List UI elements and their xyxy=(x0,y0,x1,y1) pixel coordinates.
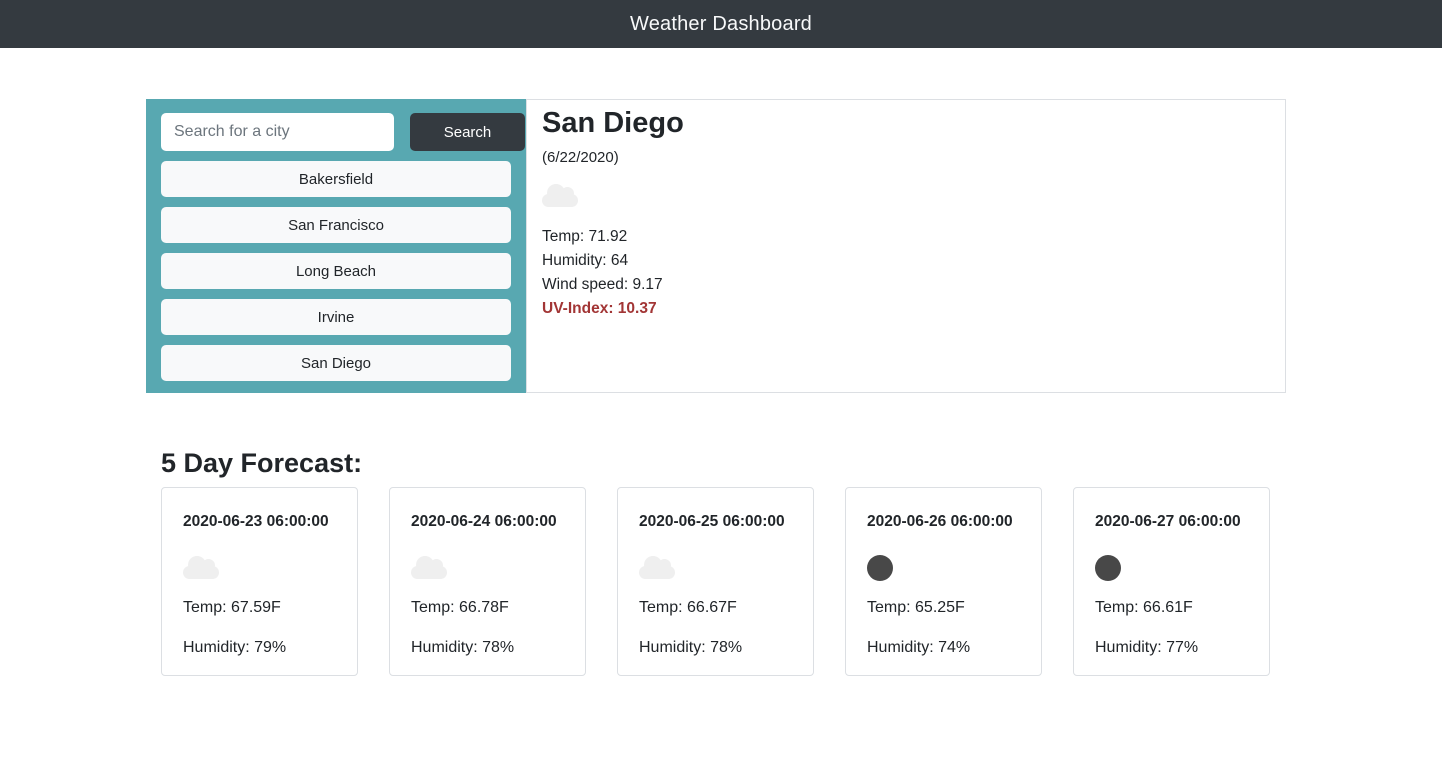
city-button-san-francisco[interactable]: San Francisco xyxy=(161,207,511,243)
forecast-temp: Temp: 66.61F xyxy=(1095,599,1193,616)
app-title: Weather Dashboard xyxy=(629,12,813,35)
forecast-icon-wrap xyxy=(639,555,803,581)
main-container: Search Bakersfield San Francisco Long Be… xyxy=(146,99,1286,676)
forecast-humidity: Humidity: 79% xyxy=(183,639,287,656)
forecast-datetime: 2020-06-27 06:00:00 xyxy=(1095,513,1241,530)
city-button-san-diego[interactable]: San Diego xyxy=(161,345,511,381)
cloud-icon xyxy=(183,555,219,579)
forecast-datetime: 2020-06-25 06:00:00 xyxy=(639,513,785,530)
forecast-icon-wrap xyxy=(411,555,575,581)
forecast-heading: 5 Day Forecast: xyxy=(161,448,363,478)
city-search-sidebar: Search Bakersfield San Francisco Long Be… xyxy=(146,99,526,393)
search-row: Search xyxy=(161,113,525,151)
forecast-temp: Temp: 65.25F xyxy=(867,599,965,616)
forecast-card: 2020-06-23 06:00:00 Temp: 67.59F Humidit… xyxy=(161,487,358,676)
city-button-long-beach[interactable]: Long Beach xyxy=(161,253,511,289)
moon-icon xyxy=(867,555,893,581)
cloud-icon xyxy=(542,183,578,207)
forecast-humidity: Humidity: 78% xyxy=(639,639,743,656)
forecast-icon-wrap xyxy=(1095,555,1259,581)
cloud-icon xyxy=(411,555,447,579)
search-button[interactable]: Search xyxy=(410,113,525,151)
current-date: (6/22/2020) xyxy=(542,149,619,166)
app-header: Weather Dashboard xyxy=(0,0,1442,48)
current-stats: Temp: 71.92 Humidity: 64 Wind speed: 9.1… xyxy=(542,225,1270,321)
forecast-temp: Temp: 66.78F xyxy=(411,599,509,616)
moon-icon xyxy=(1095,555,1121,581)
forecast-row: 2020-06-23 06:00:00 Temp: 67.59F Humidit… xyxy=(146,487,1286,676)
current-wind-speed: Wind speed: 9.17 xyxy=(542,276,663,293)
forecast-card: 2020-06-27 06:00:00 Temp: 66.61F Humidit… xyxy=(1073,487,1270,676)
current-temp: Temp: 71.92 xyxy=(542,228,628,245)
forecast-datetime: 2020-06-26 06:00:00 xyxy=(867,513,1013,530)
forecast-card: 2020-06-26 06:00:00 Temp: 65.25F Humidit… xyxy=(845,487,1042,676)
current-uv-index: UV-Index: 10.37 xyxy=(542,300,657,317)
top-row: Search Bakersfield San Francisco Long Be… xyxy=(146,99,1286,393)
forecast-humidity: Humidity: 78% xyxy=(411,639,515,656)
current-city-title: San Diego xyxy=(542,107,684,139)
current-weather-icon-wrap xyxy=(542,183,1270,209)
city-button-bakersfield[interactable]: Bakersfield xyxy=(161,161,511,197)
forecast-humidity: Humidity: 77% xyxy=(1095,639,1199,656)
forecast-icon-wrap xyxy=(183,555,347,581)
forecast-temp: Temp: 66.67F xyxy=(639,599,737,616)
forecast-card: 2020-06-25 06:00:00 Temp: 66.67F Humidit… xyxy=(617,487,814,676)
cloud-icon xyxy=(639,555,675,579)
forecast-datetime: 2020-06-23 06:00:00 xyxy=(183,513,329,530)
forecast-humidity: Humidity: 74% xyxy=(867,639,971,656)
current-weather-card: San Diego (6/22/2020) Temp: 71.92 Humidi… xyxy=(526,99,1286,393)
forecast-icon-wrap xyxy=(867,555,1031,581)
forecast-temp: Temp: 67.59F xyxy=(183,599,281,616)
forecast-card: 2020-06-24 06:00:00 Temp: 66.78F Humidit… xyxy=(389,487,586,676)
search-input[interactable] xyxy=(161,113,394,151)
current-humidity: Humidity: 64 xyxy=(542,252,629,269)
city-button-irvine[interactable]: Irvine xyxy=(161,299,511,335)
forecast-datetime: 2020-06-24 06:00:00 xyxy=(411,513,557,530)
